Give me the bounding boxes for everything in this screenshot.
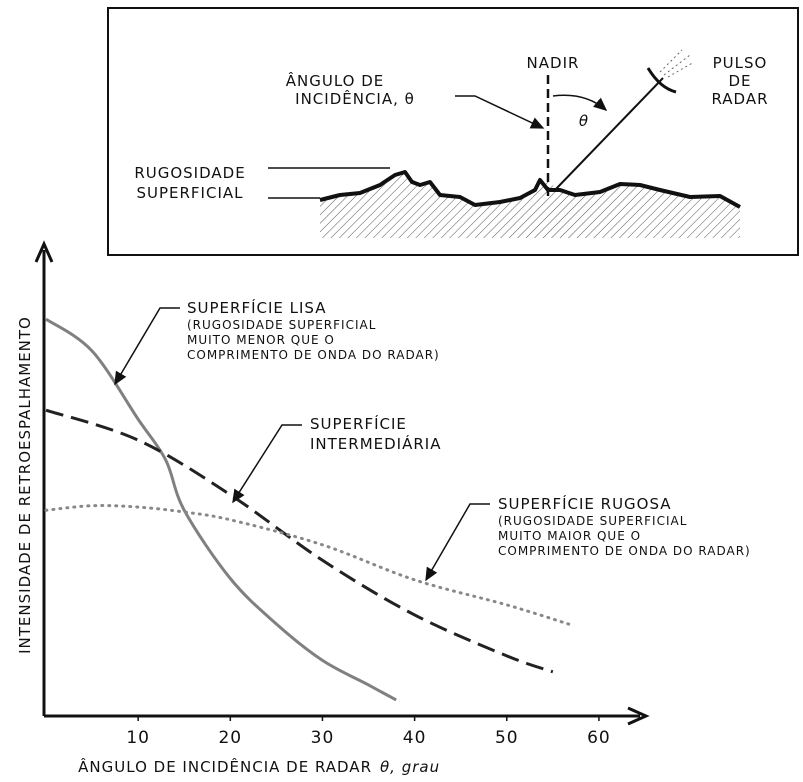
annotation-leader (425, 503, 490, 582)
annotation-leader (114, 307, 180, 386)
x-axis (44, 706, 650, 726)
ground (320, 172, 740, 238)
pulse-waves (659, 49, 695, 78)
antenna (646, 67, 677, 94)
pulse-label: RADAR (711, 90, 768, 108)
x-tick-label: 60 (587, 728, 611, 748)
series-line (44, 504, 573, 627)
roughness-label: SUPERFICIAL (136, 184, 243, 202)
series-line (45, 408, 554, 674)
x-axis-title: ÂNGULO DE INCIDÊNCIA DE RADAR (78, 757, 372, 776)
pulse-label: PULSO (713, 54, 768, 72)
annotation-text: COMPRIMENTO DE ONDA DO RADAR) (187, 348, 440, 362)
x-tick-label: 40 (403, 728, 427, 748)
diagram-frame (107, 7, 799, 256)
annotation-text: (RUGOSIDADE SUPERFICIAL (187, 318, 376, 332)
x-axis-unit: θ, grau (380, 758, 440, 776)
roughness-label: RUGOSIDADE (134, 164, 245, 182)
annotation-title: SUPERFÍCIE RUGOSA (498, 494, 672, 513)
annotation-leader (232, 424, 302, 504)
annotation-text: COMPRIMENTO DE ONDA DO RADAR) (498, 544, 751, 558)
theta-label: θ (579, 112, 589, 130)
y-axis-title: INTENSIDADE DE RETROESPALHAMENTO (16, 316, 34, 654)
angle-arc (552, 94, 608, 111)
annotation-text: INTERMEDIÁRIA (310, 434, 441, 453)
annotation-text: (RUGOSIDADE SUPERFICIAL (498, 514, 687, 528)
incidence-label: INCIDÊNCIA, θ (295, 89, 415, 108)
x-tick-label: 30 (311, 728, 335, 748)
annotation-text: MUITO MENOR QUE O (187, 333, 335, 347)
x-tick-label: 10 (126, 728, 150, 748)
incidence-label: ÂNGULO DE (286, 71, 385, 90)
x-tick-label: 20 (218, 728, 242, 748)
nadir-label: NADIR (527, 54, 580, 72)
annotation-title: SUPERFÍCIE (310, 414, 407, 433)
annotation-text: MUITO MAIOR QUE O (498, 529, 641, 543)
rough-surface (319, 170, 741, 209)
x-tick-label: 50 (495, 728, 519, 748)
chart: INTENSIDADE DE RETROESPALHAMENTO ÂNGULO … (16, 240, 751, 776)
annotation-title: SUPERFÍCIE LISA (187, 298, 326, 317)
radar-beam (554, 77, 664, 191)
series-line (45, 317, 397, 702)
y-axis (34, 240, 54, 716)
pulse-label: DE (728, 72, 751, 90)
incidence-leader (455, 95, 545, 129)
diagram: NADIR PULSO DE RADAR ÂNGULO DE INCIDÊNCI… (107, 7, 799, 256)
roughness-bracket (268, 167, 390, 199)
